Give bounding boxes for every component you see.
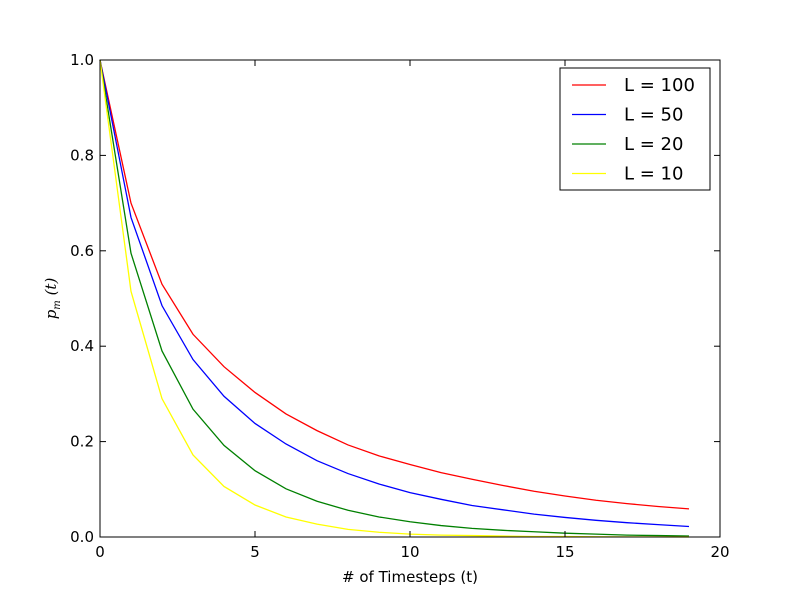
legend-label: L = 20 [624, 134, 683, 155]
series-line-1 [99, 59, 690, 510]
y-axis-label: pm (t) [42, 278, 63, 320]
x-tick-label: 5 [250, 543, 260, 561]
x-tick-label: 15 [555, 543, 574, 561]
legend: L = 100 L = 50 L = 20 L = 10 [559, 67, 711, 191]
y-axis-label-sub: m [52, 300, 63, 309]
y-tick-label: 0.8 [70, 146, 94, 164]
x-axis-label: # of Timesteps (t) [342, 568, 478, 586]
x-tick-label: 0 [95, 543, 105, 561]
legend-box [559, 67, 711, 191]
legend-label: L = 10 [624, 164, 683, 185]
legend-label: L = 100 [624, 75, 695, 96]
x-tick-label: 20 [710, 543, 729, 561]
y-tick-label: 0.2 [70, 433, 94, 451]
ticks-layer: 0 5 10 15 20 0.0 0.2 0.4 0.6 0.8 1.0 [70, 51, 729, 561]
y-tick-label: 0.0 [70, 528, 94, 546]
legend-label: L = 50 [624, 105, 683, 126]
series-line-3 [99, 59, 690, 537]
y-tick-label: 0.4 [70, 337, 94, 355]
y-tick-label: 1.0 [70, 51, 94, 69]
x-tick-label: 10 [400, 543, 419, 561]
y-axis-label-main: p [42, 309, 60, 319]
series-line-2 [99, 59, 690, 528]
y-axis-label-rest: (t) [42, 278, 60, 301]
y-tick-label: 0.6 [70, 242, 94, 260]
